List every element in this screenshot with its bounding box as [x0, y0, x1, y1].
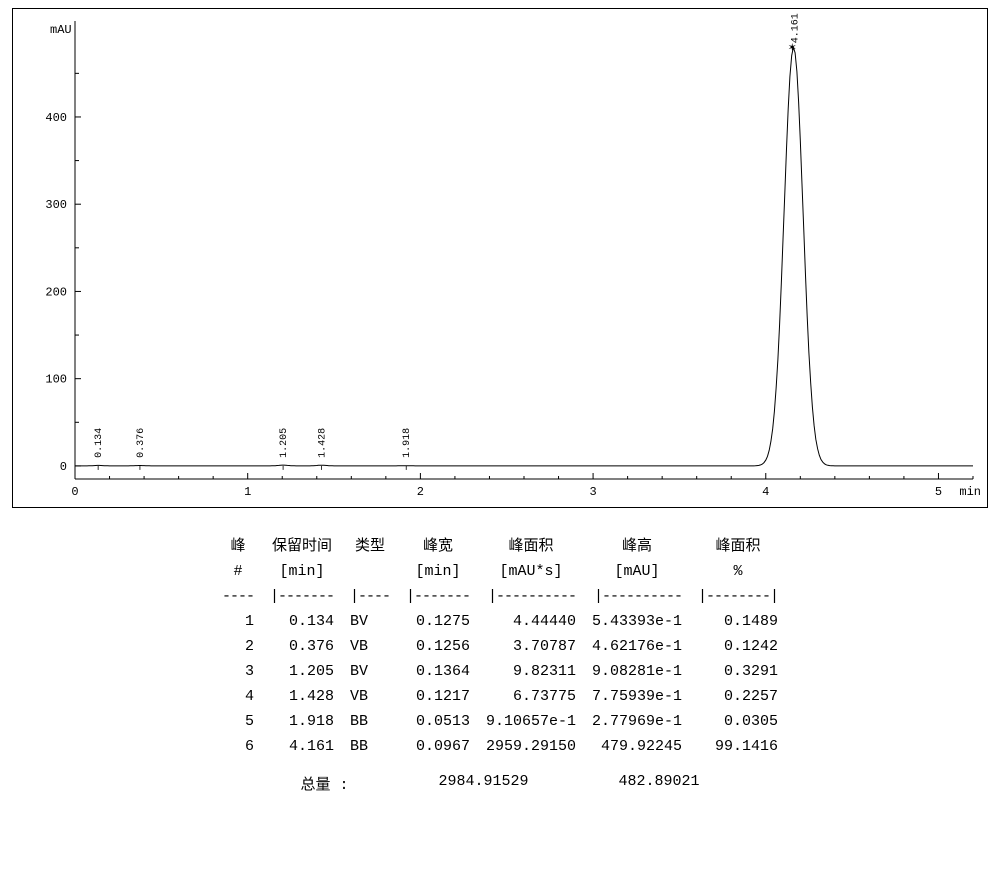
- table-cell: 6.73775: [478, 684, 584, 709]
- table-cell: 99.1416: [690, 734, 786, 759]
- totals-label: 总量 :: [300, 773, 348, 794]
- col-subheader: [mAU*s]: [478, 559, 584, 584]
- table-cell: 3: [214, 659, 262, 684]
- svg-text:1.428: 1.428: [318, 428, 329, 458]
- table-cell: 0.1489: [690, 609, 786, 634]
- table-cell: BB: [342, 709, 398, 734]
- table-row: 31.205BV0.13649.823119.08281e-10.3291: [214, 659, 786, 684]
- table-cell: 2959.29150: [478, 734, 584, 759]
- col-header: 类型: [342, 530, 398, 559]
- table-cell: 0.1242: [690, 634, 786, 659]
- table-cell: 0.134: [262, 609, 342, 634]
- table-cell: 0.1217: [398, 684, 478, 709]
- totals-row: 总量 : 2984.91529 482.89021: [0, 773, 1000, 794]
- table-cell: 2: [214, 634, 262, 659]
- totals-area: 2984.91529: [438, 773, 528, 794]
- table-cell: 9.82311: [478, 659, 584, 684]
- col-header: 峰高: [584, 530, 690, 559]
- col-header: 保留时间: [262, 530, 342, 559]
- totals-height: 482.89021: [619, 773, 700, 794]
- peak-table: 峰保留时间类型峰宽峰面积峰高峰面积 #[min][min][mAU*s][mAU…: [214, 530, 786, 759]
- col-header: 峰面积: [690, 530, 786, 559]
- table-cell: 4.44440: [478, 609, 584, 634]
- col-subheader: [mAU]: [584, 559, 690, 584]
- svg-text:200: 200: [45, 285, 67, 299]
- table-cell: 9.08281e-1: [584, 659, 690, 684]
- table-row: 64.161BB0.09672959.29150479.9224599.1416: [214, 734, 786, 759]
- table-cell: 2.77969e-1: [584, 709, 690, 734]
- table-cell: 0.1364: [398, 659, 478, 684]
- svg-text:0.376: 0.376: [136, 428, 147, 458]
- col-header: 峰宽: [398, 530, 478, 559]
- col-subheader: [min]: [262, 559, 342, 584]
- col-subheader: [342, 559, 398, 584]
- table-row: 20.376VB0.12563.707874.62176e-10.1242: [214, 634, 786, 659]
- svg-text:1.205: 1.205: [279, 428, 290, 458]
- table-cell: 7.75939e-1: [584, 684, 690, 709]
- peak-table-body: 10.134BV0.12754.444405.43393e-10.148920.…: [214, 609, 786, 759]
- svg-text:2: 2: [417, 485, 424, 499]
- table-cell: 1.428: [262, 684, 342, 709]
- table-cell: 0.1275: [398, 609, 478, 634]
- svg-text:0: 0: [60, 460, 67, 474]
- table-cell: BB: [342, 734, 398, 759]
- svg-text:4: 4: [762, 485, 769, 499]
- table-cell: 4.161: [262, 734, 342, 759]
- table-cell: 1.918: [262, 709, 342, 734]
- chromatogram-panel: 0 100 200 300 400 mAU 0 1 2 3 4 5 min 0.134 0.376 1.205…: [12, 8, 988, 508]
- table-cell: 0.3291: [690, 659, 786, 684]
- svg-text:✶: ✶: [788, 42, 797, 55]
- table-cell: 0.0967: [398, 734, 478, 759]
- table-cell: 4.62176e-1: [584, 634, 690, 659]
- peak-table-head: 峰保留时间类型峰宽峰面积峰高峰面积 #[min][min][mAU*s][mAU…: [214, 530, 786, 609]
- svg-text:1.918: 1.918: [402, 428, 413, 458]
- col-subheader: %: [690, 559, 786, 584]
- table-cell: 479.92245: [584, 734, 690, 759]
- svg-text:100: 100: [45, 373, 67, 387]
- table-cell: 5.43393e-1: [584, 609, 690, 634]
- svg-text:300: 300: [45, 198, 67, 212]
- svg-text:400: 400: [45, 111, 67, 125]
- table-cell: 4: [214, 684, 262, 709]
- svg-text:3: 3: [589, 485, 596, 499]
- svg-text:min: min: [959, 485, 981, 499]
- svg-text:4.161: 4.161: [791, 13, 802, 43]
- table-cell: 6: [214, 734, 262, 759]
- table-cell: 1.205: [262, 659, 342, 684]
- table-cell: 3.70787: [478, 634, 584, 659]
- col-header: 峰: [214, 530, 262, 559]
- table-row: 51.918BB0.05139.10657e-12.77969e-10.0305: [214, 709, 786, 734]
- table-cell: 9.10657e-1: [478, 709, 584, 734]
- table-cell: 0.376: [262, 634, 342, 659]
- col-subheader: [min]: [398, 559, 478, 584]
- col-subheader: #: [214, 559, 262, 584]
- svg-text:0.134: 0.134: [94, 428, 105, 458]
- table-cell: VB: [342, 634, 398, 659]
- table-cell: BV: [342, 609, 398, 634]
- table-cell: 0.0305: [690, 709, 786, 734]
- table-cell: 0.0513: [398, 709, 478, 734]
- table-cell: 0.1256: [398, 634, 478, 659]
- table-cell: 5: [214, 709, 262, 734]
- chromatogram-svg: 0 100 200 300 400 mAU 0 1 2 3 4 5 min 0.134 0.376 1.205…: [13, 9, 987, 507]
- table-cell: BV: [342, 659, 398, 684]
- col-header: 峰面积: [478, 530, 584, 559]
- svg-text:0: 0: [71, 485, 78, 499]
- table-row: 10.134BV0.12754.444405.43393e-10.1489: [214, 609, 786, 634]
- svg-text:5: 5: [935, 485, 942, 499]
- table-cell: 0.2257: [690, 684, 786, 709]
- table-cell: 1: [214, 609, 262, 634]
- svg-text:mAU: mAU: [50, 23, 72, 37]
- table-cell: VB: [342, 684, 398, 709]
- table-row: 41.428VB0.12176.737757.75939e-10.2257: [214, 684, 786, 709]
- svg-text:1: 1: [244, 485, 251, 499]
